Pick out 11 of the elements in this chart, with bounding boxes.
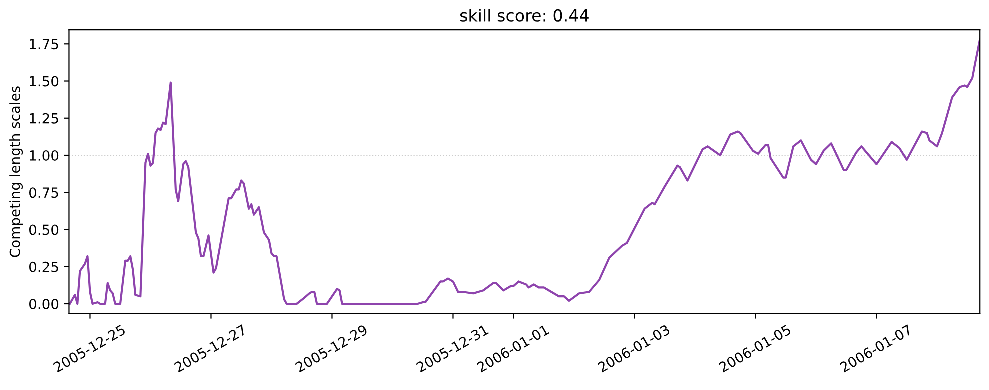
y-tick-label: 1.00	[30, 150, 59, 161]
chart-title: skill score: 0.44	[460, 9, 589, 22]
y-tick-label: 1.50	[30, 76, 59, 87]
y-tick-label: 0.75	[30, 188, 58, 198]
y-tick-label: 0.00	[30, 298, 59, 310]
y-axis-title: Competing length scales	[10, 86, 24, 258]
y-tick-label: 0.25	[30, 262, 58, 272]
y-tick-label: 1.75	[30, 39, 58, 50]
y-tick-label: 0.50	[30, 224, 59, 236]
y-tick-label: 1.25	[30, 113, 58, 124]
line-series	[69, 38, 980, 306]
